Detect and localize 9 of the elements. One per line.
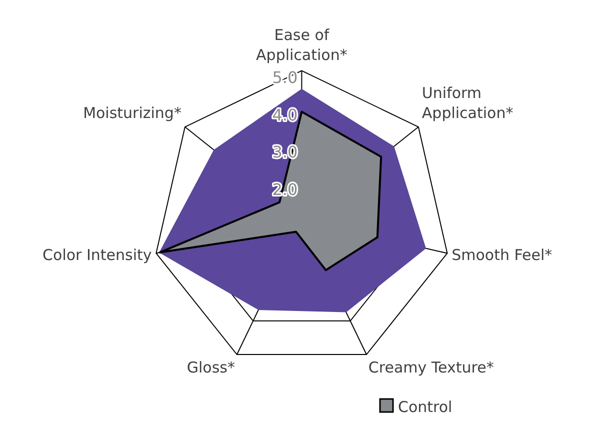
spoke-label: Uniform Application* [422,84,514,122]
spoke-label: Moisturizing* [83,104,182,122]
spoke-label: Ease of Application* [256,26,348,64]
legend-label: Control [398,398,452,416]
spoke-label: Creamy Texture* [368,358,494,377]
spoke-label: Gloss* [186,358,236,377]
spoke-label: Smooth Feel* [452,246,553,264]
spoke-label: Color Intensity [42,246,152,264]
y-tick-label: 4.0 [272,105,298,124]
